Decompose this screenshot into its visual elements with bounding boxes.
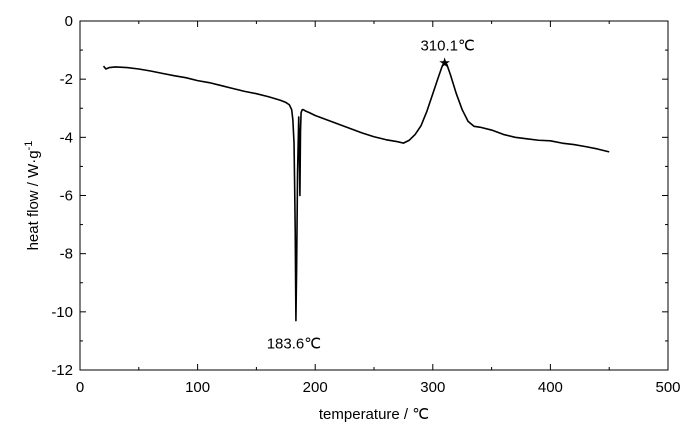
y-tick-label: -6 (60, 188, 73, 205)
y-tick-label: -2 (60, 71, 73, 88)
ticks-layer (79, 20, 669, 371)
x-tick-label: 300 (420, 379, 445, 396)
y-tick-label: 0 (65, 13, 73, 30)
y-tick-label: -12 (51, 362, 73, 379)
x-axis-label: temperature / ℃ (319, 406, 429, 423)
y-axis-label-main: heat flow / W·g (25, 150, 42, 250)
annotations-layer: ★310.1℃ 183.6℃ (267, 37, 475, 352)
x-tick-label: 0 (76, 379, 84, 396)
y-axis-label: heat flow / W·g-1 (23, 141, 42, 251)
y-tick-label: -8 (60, 246, 73, 263)
heat-flow-line (102, 61, 610, 322)
peak-annotation-label: 183.6℃ (267, 336, 321, 353)
x-tick-label: 400 (538, 379, 563, 396)
y-tick-label: -4 (60, 129, 73, 146)
peak-annotation-label: 310.1℃ (420, 37, 474, 54)
x-tick-label: 100 (185, 379, 210, 396)
y-tick-label: -10 (51, 304, 73, 321)
tick-labels-layer: 0 100 200 300 400 500 0 -2 -4 -6 -8 -10 -12 (51, 13, 680, 396)
plot-frame (79, 20, 669, 371)
peak-star-marker: ★ (438, 55, 451, 71)
x-tick-label: 200 (303, 379, 328, 396)
y-axis-label-superscript: -1 (23, 141, 35, 151)
x-tick-label: 500 (655, 379, 680, 396)
